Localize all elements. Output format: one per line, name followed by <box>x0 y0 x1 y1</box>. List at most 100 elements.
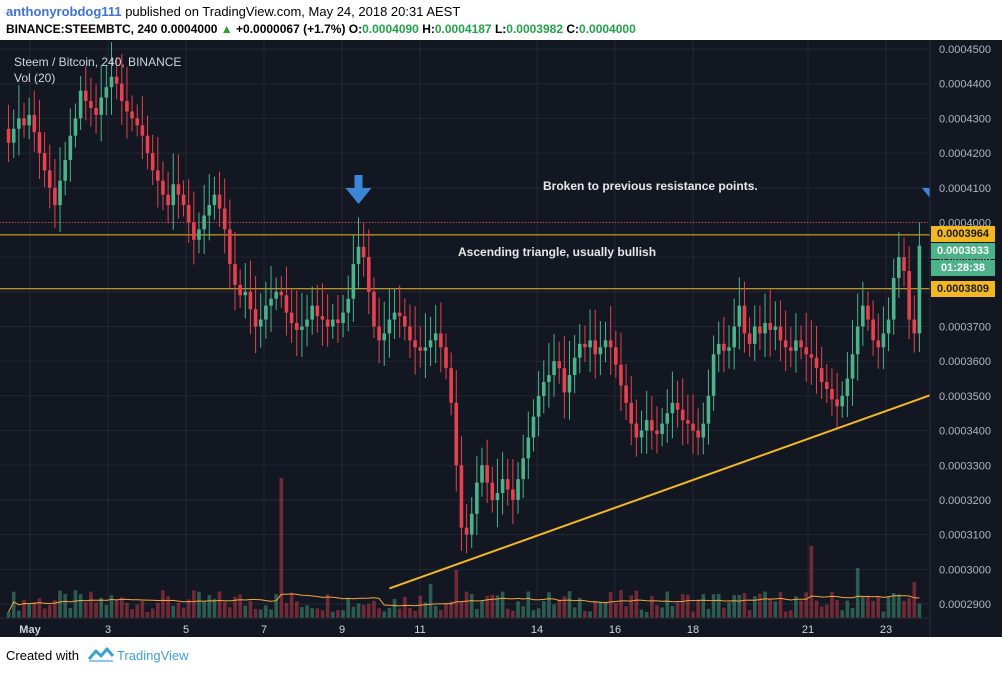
volume-bar <box>336 610 340 618</box>
candle <box>711 354 716 396</box>
price-tick-label: 0.0003600 <box>939 356 991 368</box>
candle <box>696 430 700 438</box>
candle <box>490 482 495 500</box>
volume-bar <box>248 600 253 618</box>
resistance-annotation[interactable]: Broken to previous resistance points. <box>543 179 758 193</box>
volume-bar <box>701 594 706 618</box>
candle <box>444 347 448 369</box>
candle <box>629 402 634 424</box>
chart-area[interactable]: 0.0004500 0.0004400 0.0004300 0.0004200 0.00… <box>0 40 1002 637</box>
candle <box>716 343 721 355</box>
volume-bar <box>644 611 649 618</box>
time-tick-label: 9 <box>339 624 345 636</box>
candle <box>840 395 845 407</box>
candle <box>89 101 93 108</box>
volume-bar <box>135 604 140 618</box>
volume-bar <box>27 603 31 618</box>
candle <box>161 180 165 195</box>
volume-bar <box>783 611 788 618</box>
chart-legend: Steem / Bitcoin, 240, BINANCE Vol (20) <box>14 54 181 86</box>
volume-bar <box>32 602 37 618</box>
candle <box>598 347 603 355</box>
candle <box>197 229 201 240</box>
volume-bar <box>747 610 752 618</box>
volume-bar <box>22 599 26 618</box>
volume-bar <box>294 601 299 618</box>
candle <box>850 354 855 379</box>
volume-bar <box>361 604 366 618</box>
volume-bar <box>315 608 320 618</box>
candle <box>382 333 387 341</box>
candle <box>912 319 917 334</box>
author-link[interactable]: anthonyrobdog111 <box>6 4 122 19</box>
candle <box>346 298 351 313</box>
down-arrow-icon[interactable] <box>345 175 372 204</box>
volume-bar <box>598 601 603 618</box>
candle <box>284 295 289 313</box>
volume-bar <box>449 601 453 618</box>
volume-bar <box>37 598 42 618</box>
volume-bar <box>696 599 700 618</box>
volume-legend[interactable]: Vol (20) <box>14 71 56 85</box>
candle <box>449 368 453 403</box>
price-tick-label: 0.0003100 <box>939 530 991 542</box>
candle <box>119 83 124 102</box>
candle <box>94 107 98 115</box>
volume-bar <box>469 594 474 618</box>
candle <box>238 284 242 296</box>
volume-bar <box>485 595 489 618</box>
volume-bar <box>505 608 510 618</box>
volume-bar <box>639 609 644 618</box>
volume-bar <box>794 596 798 618</box>
triangle-annotation[interactable]: Ascending triangle, usually bullish <box>458 245 657 259</box>
tradingview-link[interactable]: TradingView <box>117 648 189 663</box>
volume-bar <box>330 611 335 618</box>
candle <box>166 194 170 206</box>
volume-bar <box>727 602 731 618</box>
candle <box>773 326 778 330</box>
tradingview-logo-icon[interactable] <box>88 646 114 662</box>
volume-bar <box>109 595 114 618</box>
candle <box>732 326 736 348</box>
time-tick-label: 11 <box>414 624 425 636</box>
volume-bar <box>99 597 104 618</box>
symbol-label: BINANCE:STEEMBTC, 240 <box>6 22 158 36</box>
volume-bar <box>480 600 484 618</box>
volume-bar <box>228 607 232 618</box>
volume-bar <box>197 591 201 618</box>
candle <box>495 493 500 500</box>
volume-bar <box>629 595 634 618</box>
candle <box>855 326 860 355</box>
candle <box>279 291 284 296</box>
volume-bar <box>459 602 464 618</box>
candle <box>156 170 160 181</box>
series-legend[interactable]: Steem / Bitcoin, 240, BINANCE <box>14 55 182 69</box>
time-tick-label: May <box>19 624 41 636</box>
candle <box>691 423 695 431</box>
candle <box>881 333 886 348</box>
volume-bar <box>382 611 387 618</box>
candle <box>675 402 680 410</box>
volume-bar <box>670 606 675 618</box>
volume-bar <box>562 596 567 618</box>
candle <box>871 319 875 341</box>
volume-bar <box>886 596 891 618</box>
volume-bar <box>166 596 170 618</box>
volume-bar <box>73 590 78 618</box>
volume-bar <box>119 597 124 618</box>
candle <box>58 180 62 206</box>
volume-bar <box>17 610 21 618</box>
chart-canvas[interactable]: 0.0004500 0.0004400 0.0004300 0.0004200 0.00… <box>0 40 1002 637</box>
volume-bar <box>650 595 654 618</box>
candle <box>804 347 809 355</box>
candle <box>619 364 623 386</box>
candle <box>11 128 16 143</box>
candle <box>655 430 659 435</box>
price-tick-label: 0.0004400 <box>939 79 991 91</box>
candle <box>83 90 88 102</box>
price-tick-label: 0.0003300 <box>939 460 991 472</box>
volume-bar <box>660 607 664 618</box>
candle <box>768 323 772 330</box>
quote-line: BINANCE:STEEMBTC, 240 0.0004000 ▲ +0.000… <box>6 22 636 36</box>
time-tick-label: 16 <box>609 624 621 636</box>
